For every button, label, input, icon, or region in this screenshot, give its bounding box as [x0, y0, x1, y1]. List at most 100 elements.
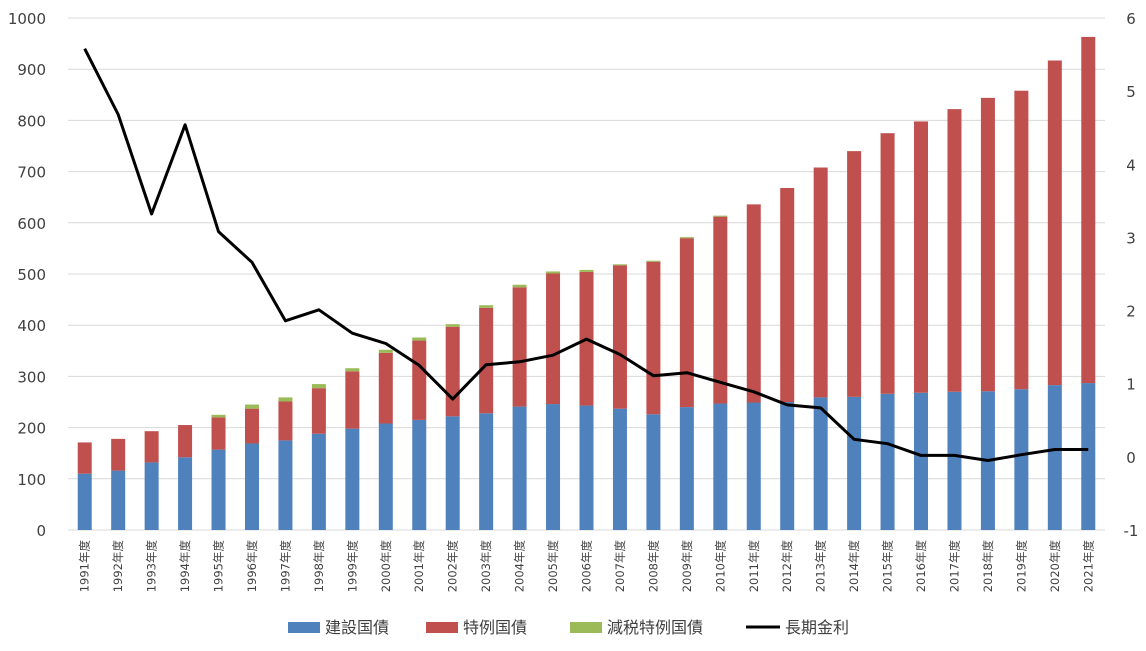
bar-segment-series-0: [847, 396, 862, 530]
bar-segment-series-1: [278, 401, 293, 441]
bar-segment-series-0: [412, 419, 427, 530]
x-axis-tick-label: 2011年度: [747, 540, 761, 593]
right-axis-tick-label: 4: [1126, 156, 1136, 174]
x-axis-tick-label: 1991年度: [78, 540, 92, 593]
bar-segment-series-1: [813, 167, 828, 398]
bar-segment-series-0: [713, 403, 728, 530]
bar-segment-series-0: [780, 402, 795, 530]
bar-segment-series-1: [1047, 60, 1062, 386]
left-axis-tick-label: 800: [17, 112, 46, 130]
bar-segment-series-0: [813, 397, 828, 530]
x-axis-tick-label: 2015年度: [881, 540, 895, 593]
bar-segment-series-1: [445, 326, 460, 417]
legend-label-tax-cut-bonds: 減税特例国債: [607, 618, 703, 637]
x-axis-tick-label: 2008年度: [646, 540, 660, 593]
bar-segment-series-2: [345, 368, 360, 372]
left-axis-tick-label: 200: [17, 420, 46, 438]
bar-segment-series-1: [211, 417, 226, 450]
bar-segment-series-0: [512, 406, 527, 530]
bar-segment-series-1: [847, 151, 862, 397]
left-axis-tick-label: 600: [17, 215, 46, 233]
bar-segment-series-0: [1081, 383, 1096, 530]
x-axis-tick-label: 1997年度: [278, 540, 292, 593]
x-axis-tick-label: 2012年度: [780, 540, 794, 593]
left-axis-tick-label: 1000: [8, 10, 46, 28]
right-axis-ticks: -1 0 1 2 3 4 5 6: [1124, 10, 1139, 540]
bar-segment-series-2: [278, 397, 293, 402]
bar-segment-series-1: [77, 442, 92, 474]
left-axis-tick-label: 700: [17, 164, 46, 182]
bar-segment-series-1: [880, 133, 895, 394]
left-axis-tick-label: 500: [17, 266, 46, 284]
bar-segment-series-0: [746, 402, 761, 530]
bar-segment-series-0: [111, 470, 126, 530]
bar-segment-series-0: [679, 407, 694, 530]
bar-segment-series-0: [445, 416, 460, 530]
x-axis-tick-label: 1996年度: [245, 540, 259, 593]
legend-item-long-term-rate: 長期金利: [746, 618, 849, 637]
bar-segment-series-2: [579, 269, 594, 272]
legend: 建設国債 特例国債 減税特例国債 長期金利: [288, 618, 849, 637]
bar-segment-series-2: [211, 414, 226, 418]
left-axis-ticks: 0 100 200 300 400 500 600 700 800 900 1000: [8, 10, 46, 540]
x-axis-tick-label: 2014年度: [847, 540, 861, 593]
legend-swatch-tax-cut-bonds: [570, 622, 602, 633]
x-axis-tick-label: 2006年度: [580, 540, 594, 593]
x-axis-tick-label: 2010年度: [713, 540, 727, 593]
x-axis-tick-label: 2018年度: [981, 540, 995, 593]
bar-segment-series-0: [244, 443, 259, 530]
bar-segment-series-0: [479, 413, 494, 530]
bar-segment-series-0: [1047, 385, 1062, 530]
right-axis-tick-label: 5: [1126, 83, 1136, 101]
right-axis-tick-label: 3: [1126, 229, 1136, 247]
right-axis-tick-label: 2: [1126, 303, 1136, 321]
bar-segment-series-1: [479, 307, 494, 414]
right-axis-tick-label: 6: [1126, 10, 1136, 28]
legend-item-tax-cut-bonds: 減税特例国債: [570, 618, 703, 637]
bar-segment-series-0: [278, 440, 293, 530]
bar-segment-series-1: [612, 265, 627, 409]
bar-segment-series-1: [512, 287, 527, 407]
bar-segment-series-2: [713, 215, 728, 217]
bar-segment-series-0: [1014, 389, 1029, 530]
line-series: [83, 48, 1089, 462]
legend-label-construction-bonds: 建設国債: [325, 618, 389, 637]
x-axis-tick-label: 2000年度: [379, 540, 393, 593]
right-axis-tick-label: -1: [1124, 522, 1139, 540]
x-axis-tick-label: 2002年度: [446, 540, 460, 593]
bar-segment-series-1: [713, 216, 728, 404]
bar-segment-series-1: [679, 238, 694, 408]
bar-segment-series-0: [579, 405, 594, 530]
x-axis-tick-label: 2020年度: [1048, 540, 1062, 593]
x-axis-tick-label: 2021年度: [1081, 540, 1095, 593]
legend-item-special-bonds: 特例国債: [426, 618, 527, 637]
bar-segment-series-1: [780, 187, 795, 402]
x-axis-tick-label: 2013年度: [814, 540, 828, 593]
bar-segment-series-1: [980, 97, 995, 392]
bar-segment-series-0: [345, 428, 360, 530]
bar-segment-series-0: [546, 404, 561, 530]
x-axis-tick-label: 1999年度: [345, 540, 359, 593]
bar-segment-series-0: [178, 457, 193, 530]
bar-segment-series-2: [445, 324, 460, 327]
legend-swatch-construction-bonds: [288, 622, 320, 633]
bar-segment-series-0: [947, 391, 962, 530]
bar-segment-series-0: [144, 462, 159, 530]
bar-segment-series-2: [412, 337, 427, 341]
bar-segment-series-1: [646, 261, 661, 415]
bar-segment-series-1: [111, 438, 126, 471]
bar-segment-series-2: [546, 271, 561, 274]
bar-segment-series-2: [646, 260, 661, 262]
bar-segment-series-0: [311, 433, 326, 530]
bar-segment-series-2: [378, 349, 393, 353]
x-axis-tick-label: 2009年度: [680, 540, 694, 593]
bar-segment-series-1: [914, 121, 929, 393]
bar-segment-series-1: [412, 340, 427, 420]
x-axis-tick-label: 1998年度: [312, 540, 326, 593]
bar-segment-series-0: [211, 449, 226, 530]
x-axis-tick-label: 2007年度: [613, 540, 627, 593]
x-axis-tick-label: 2005年度: [546, 540, 560, 593]
bar-series: [77, 36, 1096, 530]
legend-label-special-bonds: 特例国債: [463, 618, 527, 637]
